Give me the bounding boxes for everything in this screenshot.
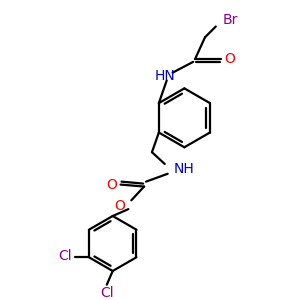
Text: Cl: Cl (100, 286, 114, 300)
Text: Br: Br (223, 13, 238, 27)
Text: O: O (114, 199, 125, 213)
Text: NH: NH (174, 162, 194, 176)
Text: O: O (106, 178, 117, 192)
Text: O: O (224, 52, 235, 66)
Text: Cl: Cl (58, 249, 72, 263)
Text: HN: HN (154, 69, 175, 82)
